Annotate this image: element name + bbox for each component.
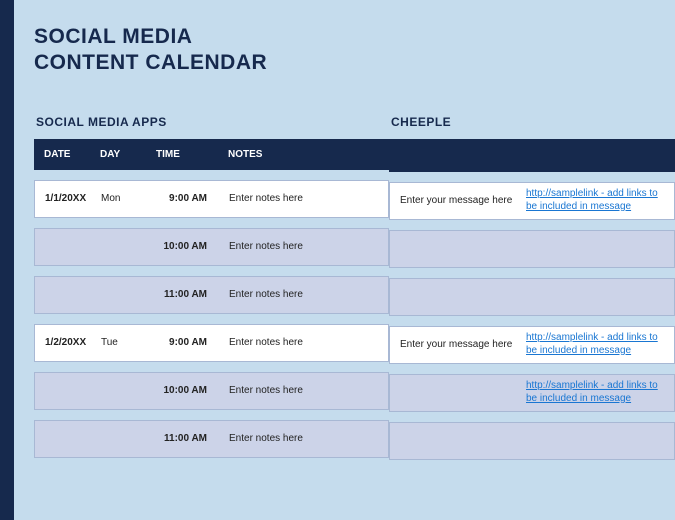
cell-notes: Enter notes here — [229, 433, 388, 444]
cell-notes: Enter notes here — [229, 289, 388, 300]
cell-link[interactable]: http://samplelink - add links to be incl… — [526, 380, 668, 405]
table-header-right — [389, 139, 675, 172]
cell-link[interactable]: http://samplelink - add links to be incl… — [526, 188, 668, 213]
table-row[interactable]: 1/1/20XXMon9:00 AMEnter notes here — [34, 180, 389, 218]
section-social-media-apps: SOCIAL MEDIA APPS DATE DAY TIME NOTES 1/… — [34, 115, 389, 460]
cell-date: 1/2/20XX — [35, 337, 101, 348]
cell-date: 1/1/20XX — [35, 193, 101, 204]
heading-cheeple: CHEEPLE — [389, 115, 675, 139]
col-header-time: TIME — [156, 149, 228, 160]
cell-time: 11:00 AM — [157, 433, 229, 444]
col-header-date: DATE — [34, 149, 100, 160]
table-row[interactable]: 11:00 AMEnter notes here — [34, 420, 389, 458]
cell-day: Tue — [101, 337, 157, 348]
cell-link[interactable]: http://samplelink - add links to be incl… — [526, 332, 668, 357]
table-row[interactable]: http://samplelink - add links to be incl… — [389, 374, 675, 412]
cell-notes: Enter notes here — [229, 241, 388, 252]
cell-time: 9:00 AM — [157, 193, 229, 204]
cell-message: Enter your message here — [396, 195, 526, 206]
col-header-notes: NOTES — [228, 149, 389, 160]
cell-message: Enter your message here — [396, 339, 526, 350]
table-row[interactable]: Enter your message herehttp://samplelink… — [389, 326, 675, 364]
table-row[interactable]: 10:00 AMEnter notes here — [34, 372, 389, 410]
page-title: SOCIAL MEDIA CONTENT CALENDAR — [34, 24, 675, 77]
main-content: SOCIAL MEDIA CONTENT CALENDAR SOCIAL MED… — [14, 0, 675, 460]
table-row[interactable]: 10:00 AMEnter notes here — [34, 228, 389, 266]
cell-time: 9:00 AM — [157, 337, 229, 348]
left-accent-stripe — [0, 0, 14, 520]
table-row[interactable] — [389, 230, 675, 268]
rows-right: Enter your message herehttp://samplelink… — [389, 182, 675, 460]
cell-time: 10:00 AM — [157, 385, 229, 396]
table-row[interactable] — [389, 422, 675, 460]
col-header-day: DAY — [100, 149, 156, 160]
table-row[interactable]: 11:00 AMEnter notes here — [34, 276, 389, 314]
table-row[interactable] — [389, 278, 675, 316]
cell-day: Mon — [101, 193, 157, 204]
table-row[interactable]: Enter your message herehttp://samplelink… — [389, 182, 675, 220]
section-cheeple: CHEEPLE Enter your message herehttp://sa… — [389, 115, 675, 460]
cell-time: 10:00 AM — [157, 241, 229, 252]
rows-left: 1/1/20XXMon9:00 AMEnter notes here10:00 … — [34, 180, 389, 458]
sections-container: SOCIAL MEDIA APPS DATE DAY TIME NOTES 1/… — [34, 115, 675, 460]
title-line-1: SOCIAL MEDIA — [34, 24, 675, 50]
cell-notes: Enter notes here — [229, 193, 388, 204]
title-line-2: CONTENT CALENDAR — [34, 50, 675, 76]
cell-time: 11:00 AM — [157, 289, 229, 300]
table-row[interactable]: 1/2/20XXTue9:00 AMEnter notes here — [34, 324, 389, 362]
cell-notes: Enter notes here — [229, 385, 388, 396]
heading-social-media-apps: SOCIAL MEDIA APPS — [34, 115, 389, 139]
table-header-left: DATE DAY TIME NOTES — [34, 139, 389, 170]
cell-notes: Enter notes here — [229, 337, 388, 348]
